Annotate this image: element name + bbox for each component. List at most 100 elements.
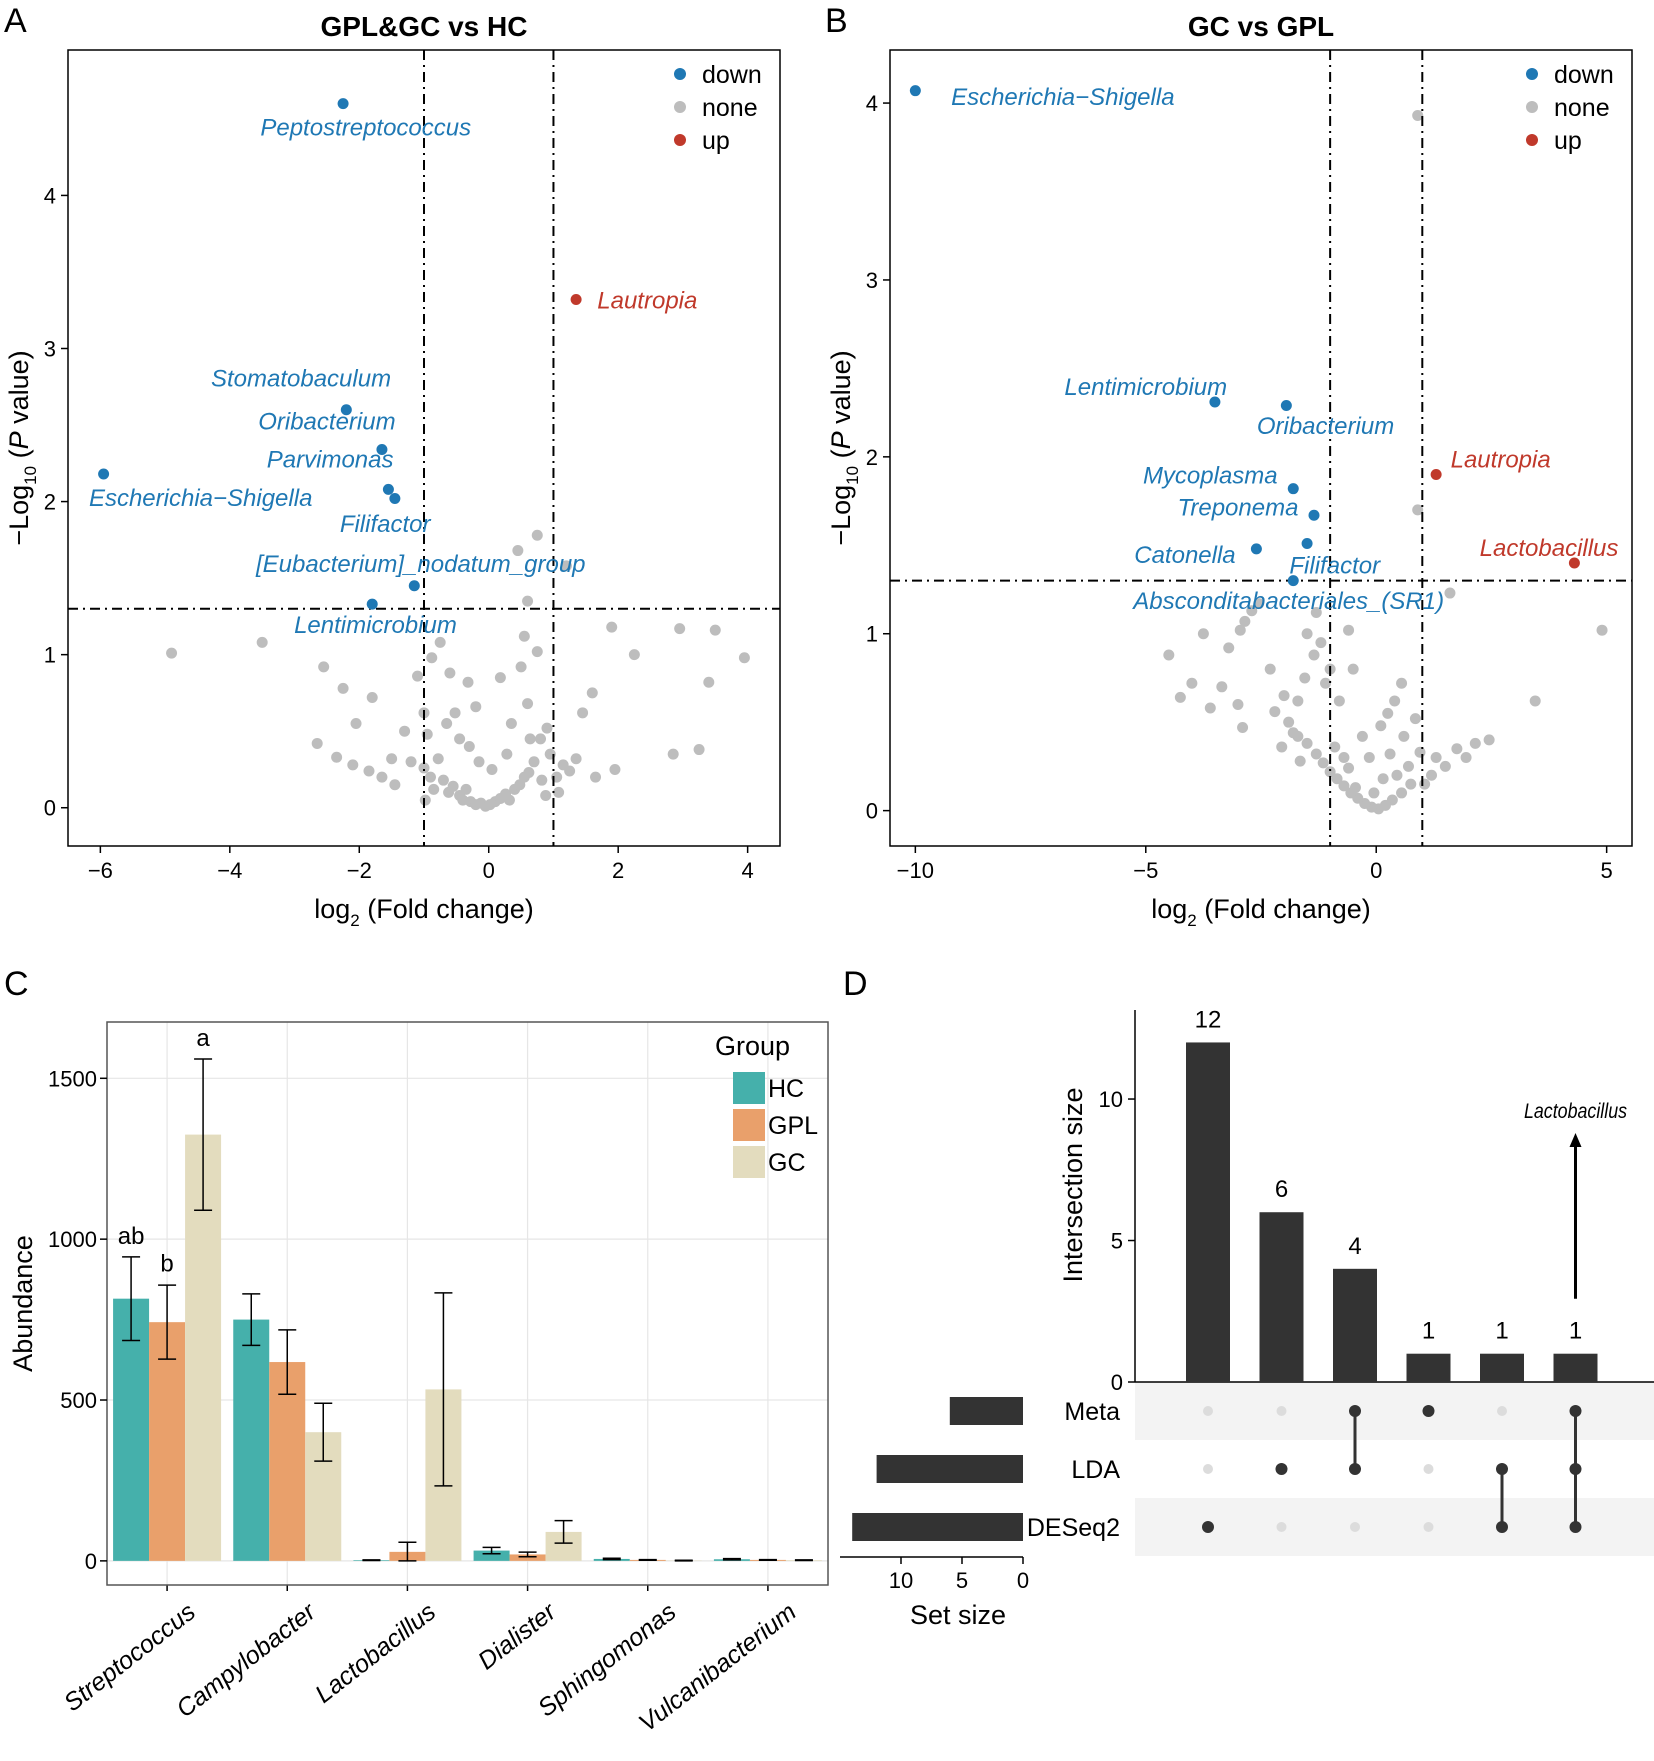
intersection-count: 1 — [1495, 1318, 1508, 1345]
point-none — [522, 595, 534, 607]
point-none — [424, 771, 436, 783]
point-none — [1301, 628, 1313, 640]
point-none — [428, 783, 440, 795]
point-label: Catonella — [1134, 542, 1235, 569]
legend-label: none — [702, 94, 758, 122]
y-axis-label: Intersection size — [1058, 1087, 1088, 1282]
point-none — [1377, 773, 1389, 785]
point-label: Lautropia — [1451, 447, 1551, 474]
point-none — [1469, 737, 1481, 749]
point-none — [1460, 752, 1472, 764]
point-none — [1412, 504, 1424, 516]
set-size-bar — [852, 1513, 1023, 1541]
set-label: DESeq2 — [1027, 1514, 1120, 1542]
y-tick-label: 3 — [866, 268, 878, 293]
intersection-count: 1 — [1422, 1318, 1435, 1345]
upset-plot-d: 0 5 10 Intersection size 12 6 4 1 1 1 Lactobacillu… — [840, 1006, 1654, 1630]
point-none — [1223, 642, 1235, 654]
legend-key-gc — [733, 1146, 765, 1178]
point-none — [1382, 707, 1394, 719]
point-none — [1419, 778, 1431, 790]
y-tick-label: 0 — [44, 796, 56, 821]
set-size-tick-label: 5 — [956, 1568, 968, 1593]
point-label: Lactobacillus — [1480, 535, 1619, 562]
point-none — [1216, 681, 1228, 693]
point-label: Lautropia — [597, 288, 697, 315]
point-none — [337, 682, 349, 694]
point-none — [528, 756, 540, 768]
point-none — [376, 771, 388, 783]
point-down — [1301, 538, 1313, 550]
point-none — [1301, 737, 1313, 749]
point-down — [389, 493, 401, 505]
point-none — [462, 676, 474, 688]
legend-key-gpl — [733, 1109, 765, 1141]
point-none — [1391, 769, 1403, 781]
x-axis-label: log2 (Fold change) — [1151, 894, 1371, 930]
point-down — [408, 580, 420, 592]
point-label: Peptostreptococcus — [260, 115, 471, 142]
legend-key-hc — [733, 1072, 765, 1104]
y-tick-label: 2 — [866, 445, 878, 470]
point-label: Filifactor — [340, 511, 432, 538]
point-none — [606, 621, 618, 633]
point-none — [1331, 773, 1343, 785]
y-tick-label: 10 — [1099, 1087, 1123, 1112]
point-none — [560, 560, 572, 572]
point-none — [1343, 762, 1355, 774]
point-none — [1356, 730, 1368, 742]
point-none — [486, 763, 498, 775]
panel-letter-b: B — [825, 2, 848, 40]
matrix-dot-off — [1423, 1522, 1434, 1532]
point-none — [505, 718, 517, 730]
point-none — [1409, 713, 1421, 725]
point-none — [1529, 695, 1541, 707]
point-none — [1287, 727, 1299, 739]
point-label: Treponema — [1177, 494, 1298, 521]
point-none — [523, 767, 535, 779]
x-tick-label: −5 — [1133, 858, 1158, 883]
y-tick-label: 0 — [866, 799, 878, 824]
point-none — [522, 698, 534, 710]
point-none — [256, 636, 268, 648]
point-label: Oribacterium — [258, 408, 395, 435]
point-none — [518, 630, 530, 642]
point-none — [441, 718, 453, 730]
x-axis-label: log2 (Fold change) — [314, 894, 534, 930]
point-none — [1333, 695, 1345, 707]
x-tick-label: −10 — [897, 858, 934, 883]
point-none — [419, 794, 431, 806]
row-shade — [1135, 1498, 1654, 1556]
point-down — [1287, 575, 1299, 587]
legend-key-down — [674, 68, 686, 80]
plot-background — [107, 1022, 828, 1585]
panel-letter-d: D — [843, 965, 868, 1003]
set-size-bar — [949, 1397, 1023, 1425]
point-none — [609, 763, 621, 775]
point-none — [1163, 649, 1175, 661]
point-none — [447, 780, 459, 792]
legend-key-up — [1526, 134, 1538, 146]
y-axis-label: −Log10 (P value) — [826, 350, 862, 545]
point-label: Absconditabacteriales_(SR1) — [1131, 588, 1444, 615]
y-tick-label: 3 — [44, 337, 56, 362]
point-none — [1294, 755, 1306, 767]
point-none — [318, 661, 330, 673]
point-none — [512, 545, 524, 557]
legend-title: Group — [715, 1031, 790, 1061]
point-label: Parvimonas — [267, 447, 394, 474]
point-none — [434, 636, 446, 648]
point-none — [389, 779, 401, 791]
point-down — [909, 85, 921, 97]
matrix-dot-on — [1422, 1405, 1435, 1417]
arrowhead — [1569, 1133, 1582, 1147]
y-tick-label: 500 — [60, 1388, 97, 1413]
point-none — [1412, 109, 1424, 121]
point-up — [1430, 469, 1442, 481]
category-label: Dialister — [473, 1597, 563, 1676]
point-none — [1278, 690, 1290, 702]
point-none — [1405, 778, 1417, 790]
point-none — [1338, 752, 1350, 764]
y-tick-label: 5 — [1111, 1229, 1123, 1254]
point-down — [1308, 509, 1320, 521]
